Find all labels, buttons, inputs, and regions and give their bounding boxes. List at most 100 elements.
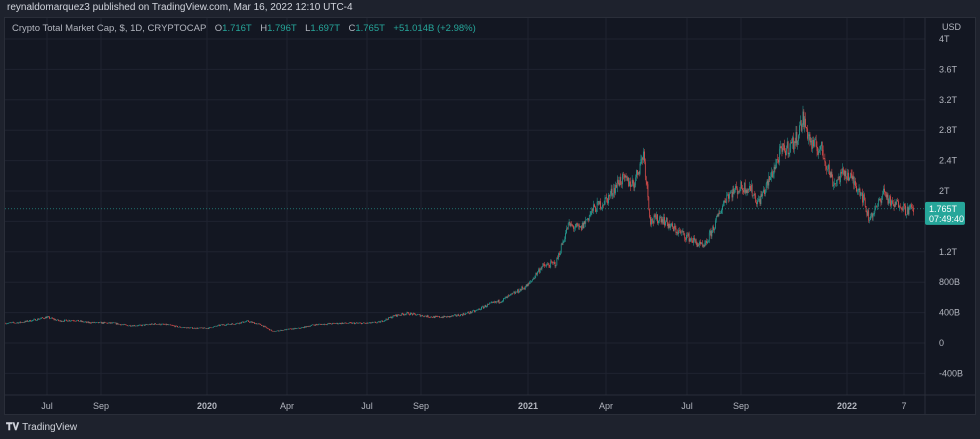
candle-body (659, 217, 661, 218)
candle-body (183, 327, 185, 328)
candle-body (319, 324, 321, 325)
candle-body (874, 209, 876, 213)
close-value: 1.765T (355, 23, 385, 34)
candle-body (308, 326, 310, 327)
candle-body (51, 317, 53, 319)
candle-body (113, 322, 114, 324)
candle-body (637, 170, 638, 175)
candle-body (97, 322, 99, 323)
candle-body (421, 315, 423, 316)
candle-body (243, 322, 245, 323)
candle-body (547, 264, 549, 265)
candle-body (269, 328, 270, 331)
candle-body (398, 315, 400, 316)
candle-body (411, 313, 412, 314)
candle-body (799, 125, 800, 136)
candle-body (630, 185, 632, 187)
candle-body (104, 322, 106, 323)
candle-body (20, 321, 22, 323)
candle-body (862, 192, 863, 203)
candle-body (432, 317, 433, 318)
candle-body (753, 193, 755, 196)
candle-body (581, 226, 582, 230)
candle-body (619, 177, 621, 186)
price-tick-label: 1.2T (939, 247, 958, 257)
candle-body (119, 324, 121, 325)
candle-body (535, 273, 537, 277)
candle-body (86, 321, 88, 323)
candle-body (280, 330, 282, 331)
candle-body (195, 328, 197, 330)
candle-body (665, 221, 666, 226)
candle-body (513, 292, 515, 293)
candle-body (142, 324, 143, 326)
candle-body (106, 322, 107, 324)
candle-body (810, 140, 812, 143)
candle-body (789, 147, 791, 153)
candle-body (355, 323, 356, 324)
candle-body (750, 186, 751, 192)
candle-body (430, 316, 432, 318)
candle-body (305, 326, 306, 328)
publisher-line: reynaldomarquez3 published on TradingVie… (7, 2, 353, 13)
candle-body (270, 329, 271, 331)
candle-body (448, 316, 450, 318)
candle-body (286, 329, 288, 330)
candle-body (561, 244, 563, 245)
candle-body (781, 148, 783, 152)
candle-body (559, 253, 561, 255)
candle-body (913, 207, 914, 213)
candle-body (246, 320, 248, 322)
candle-body (329, 323, 331, 324)
candle-body (71, 320, 72, 321)
time-tick-label: Apr (280, 401, 294, 411)
candle-body (259, 323, 261, 325)
candle-body (626, 177, 628, 181)
candle-body (136, 325, 138, 327)
candle-body (821, 141, 822, 147)
candle-body (566, 228, 568, 230)
chart-pane[interactable] (4, 17, 976, 415)
candle-body (277, 330, 278, 332)
candle-body (140, 324, 142, 326)
candle-body (202, 327, 204, 329)
candle-body (668, 223, 670, 228)
candle-body (549, 266, 551, 268)
candle-body (607, 198, 608, 204)
candle-body (797, 140, 799, 145)
candle-body (150, 324, 151, 325)
candle-body (260, 324, 262, 325)
candle-body (220, 324, 222, 325)
candle-body (571, 224, 573, 226)
candle-body (60, 320, 62, 322)
candle-body (519, 289, 521, 292)
candle-body (488, 304, 489, 305)
candle-body (830, 172, 832, 178)
candle-body (466, 313, 467, 314)
candle-body (856, 186, 857, 192)
tradingview-logo[interactable]: 𝐓𝐕 TradingView (6, 422, 78, 433)
candle-body (107, 322, 108, 324)
candle-body (724, 201, 726, 203)
candle-body (640, 158, 642, 164)
candle-body (459, 315, 460, 317)
candle-body (288, 328, 290, 330)
candle-body (326, 324, 327, 326)
candle-body (676, 232, 678, 233)
last-price-value: 1.765T (929, 204, 958, 214)
candle-body (100, 322, 102, 324)
candle-body (219, 324, 220, 326)
candle-body (373, 322, 375, 323)
candle-body (310, 325, 312, 327)
candle-body (477, 309, 479, 310)
candle-body (362, 323, 363, 325)
candle-body (875, 206, 877, 210)
candle-body (584, 221, 586, 224)
candle-body (572, 225, 573, 227)
candle-body (518, 291, 520, 293)
candle-body (650, 217, 651, 225)
candle-body (560, 244, 562, 254)
candle-body (131, 325, 133, 327)
candle-body (556, 257, 558, 266)
